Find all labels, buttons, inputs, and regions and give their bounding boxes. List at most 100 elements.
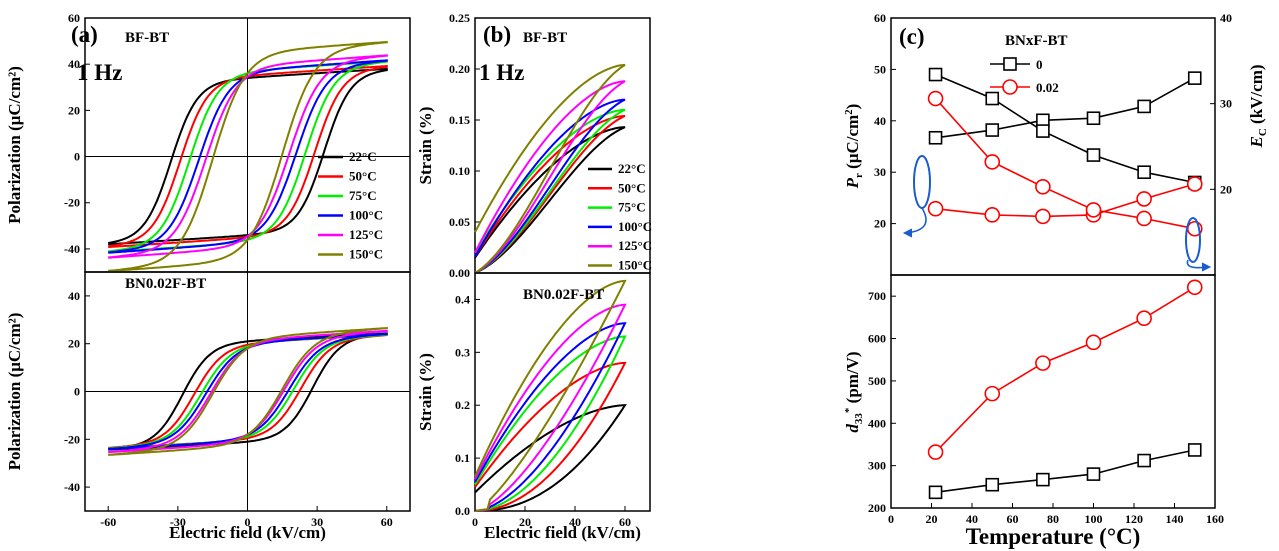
circle-marker <box>1035 208 1051 225</box>
legend-label: 75°C <box>349 188 377 203</box>
y-tick-label: 0 <box>74 385 80 399</box>
plot-frame <box>890 274 1216 509</box>
y-tick-label: 0.4 <box>455 292 470 306</box>
panel-a-subplot-2: -40 -20 0 20 40 BN0.02F-BT <box>64 271 411 512</box>
square-marker <box>1187 71 1202 85</box>
legend-label: 125°C <box>349 227 383 242</box>
x-tick-label: 140 <box>1166 512 1184 526</box>
legend-label: 22°C <box>618 161 646 176</box>
pe-loop-100C <box>108 332 388 451</box>
x-tick-label: -60 <box>100 515 116 529</box>
strain-loop-50C <box>474 114 626 274</box>
frequency-label: 1 Hz <box>479 60 524 85</box>
legend-c: BNxF-BT 0 0.02 <box>990 33 1068 95</box>
panel-b-subplot-2: 0.0 0.1 0.2 0.3 0.4 BN0.02F-BT <box>455 272 651 518</box>
square-marker <box>928 485 943 500</box>
y-tick-label: 20 <box>68 103 80 117</box>
x-tick-label: 100 <box>1085 512 1103 526</box>
square-marker <box>1187 443 1202 457</box>
panel-c-subplot-1: 20 30 40 50 60 20 30 40 <box>874 11 1232 276</box>
pe-loop-150C <box>108 40 388 273</box>
pe-loop-22C <box>108 67 388 246</box>
square-marker <box>1137 165 1151 179</box>
strain-loop-100C <box>474 322 627 512</box>
x-tick-label: 60 <box>381 515 393 529</box>
y-axis-label: Polarization (μC/cm²) <box>5 66 24 224</box>
y-axis-label-d33: d33* (pm/V) <box>843 351 865 432</box>
legend-label: 50°C <box>349 169 377 184</box>
strain-loop-125C <box>474 80 626 274</box>
y-tick-label: 0.00 <box>449 266 470 280</box>
strain-loop-75C <box>474 108 626 274</box>
x-tick-label: 0 <box>888 512 894 526</box>
y-tick-label: 0.1 <box>455 451 470 465</box>
legend-label: 22°C <box>349 149 377 164</box>
y-tick-label: 0.3 <box>455 345 470 359</box>
circle-marker <box>1136 191 1152 207</box>
square-marker <box>985 123 1000 137</box>
legend-label: 125°C <box>618 238 652 253</box>
y-tick-label: 0.25 <box>449 11 470 25</box>
y-tick-label: 300 <box>868 459 886 473</box>
plot-frame <box>474 272 651 512</box>
square-marker <box>1086 467 1101 481</box>
x-tick-label: 60 <box>619 515 631 529</box>
strain-loop-125C <box>474 303 627 512</box>
Pr-line-0.02 <box>935 183 1196 218</box>
x-tick-label: 0 <box>472 515 478 529</box>
Pr-line-0 <box>935 77 1196 139</box>
y-tick-label: 40 <box>874 114 886 128</box>
strain-loop-150C <box>474 279 627 512</box>
circle-marker <box>1035 355 1051 371</box>
material-label: BN0.02F-BT <box>523 287 604 303</box>
y2-tick-label: 20 <box>1220 182 1232 196</box>
strain-loop-22C <box>474 404 627 512</box>
left-arrow-head <box>902 228 913 238</box>
left-axis-arrow <box>905 207 927 234</box>
circle-marker <box>927 444 944 460</box>
pe-loop-50C <box>108 64 388 249</box>
y-axis-label: Polarization (μC/cm²) <box>5 313 24 471</box>
Ec-line-0.02 <box>934 97 1195 230</box>
panel-label-a: (a) <box>71 22 98 47</box>
legend-a: 22°C 50°C 75°C 100°C 125°C 150°C <box>318 149 383 262</box>
square-marker <box>1036 472 1050 487</box>
circle-marker <box>1186 176 1203 192</box>
legend-label: 150°C <box>349 247 383 262</box>
legend-label: 50°C <box>618 180 646 195</box>
x-axis-label: Electric field (kV/cm) <box>484 523 641 542</box>
y2-tick-label: 40 <box>1220 11 1232 25</box>
plot-frame <box>890 17 1216 276</box>
y2-tick-label: 30 <box>1220 97 1232 111</box>
panel-c-subplot-2: 200 300 400 500 600 700 <box>868 274 1216 515</box>
x-tick-label: 60 <box>1007 512 1019 526</box>
x-tick-label: -30 <box>170 515 186 529</box>
circle-marker <box>1136 310 1152 327</box>
y-tick-label: 60 <box>874 11 886 25</box>
y-tick-label: 20 <box>874 217 886 231</box>
material-label: BF-BT <box>125 30 169 46</box>
circle-marker <box>984 154 1001 170</box>
circle-marker <box>1186 279 1203 296</box>
y-axis-label: Strain (%) <box>416 107 435 185</box>
square-marker <box>1086 148 1101 162</box>
strain-loop-75C <box>474 335 627 512</box>
legend-title: BNxF-BT <box>1005 33 1068 49</box>
material-label: BF-BT <box>523 30 567 46</box>
panel-b-subplot-1: 0.00 0.05 0.10 0.15 0.20 0.25 BF-BT 1 Hz <box>449 11 651 280</box>
y-tick-label: 30 <box>874 165 886 179</box>
y-tick-label: -20 <box>64 196 80 210</box>
material-label: BN0.02F-BT <box>125 276 206 292</box>
frequency-label: 1 Hz <box>77 60 122 85</box>
panel-label-c: (c) <box>899 24 925 49</box>
panel-label-b: (b) <box>483 22 511 47</box>
right-axis-indicator <box>1185 217 1201 263</box>
pe-loop-150C <box>108 326 388 456</box>
y-tick-label: 500 <box>868 374 886 388</box>
y-tick-label: -40 <box>64 242 80 256</box>
circle-marker <box>1002 79 1018 95</box>
x-tick-label: 40 <box>966 512 978 526</box>
y-tick-label: 0 <box>74 150 80 164</box>
square-marker <box>928 67 943 82</box>
circle-marker <box>1035 178 1051 195</box>
